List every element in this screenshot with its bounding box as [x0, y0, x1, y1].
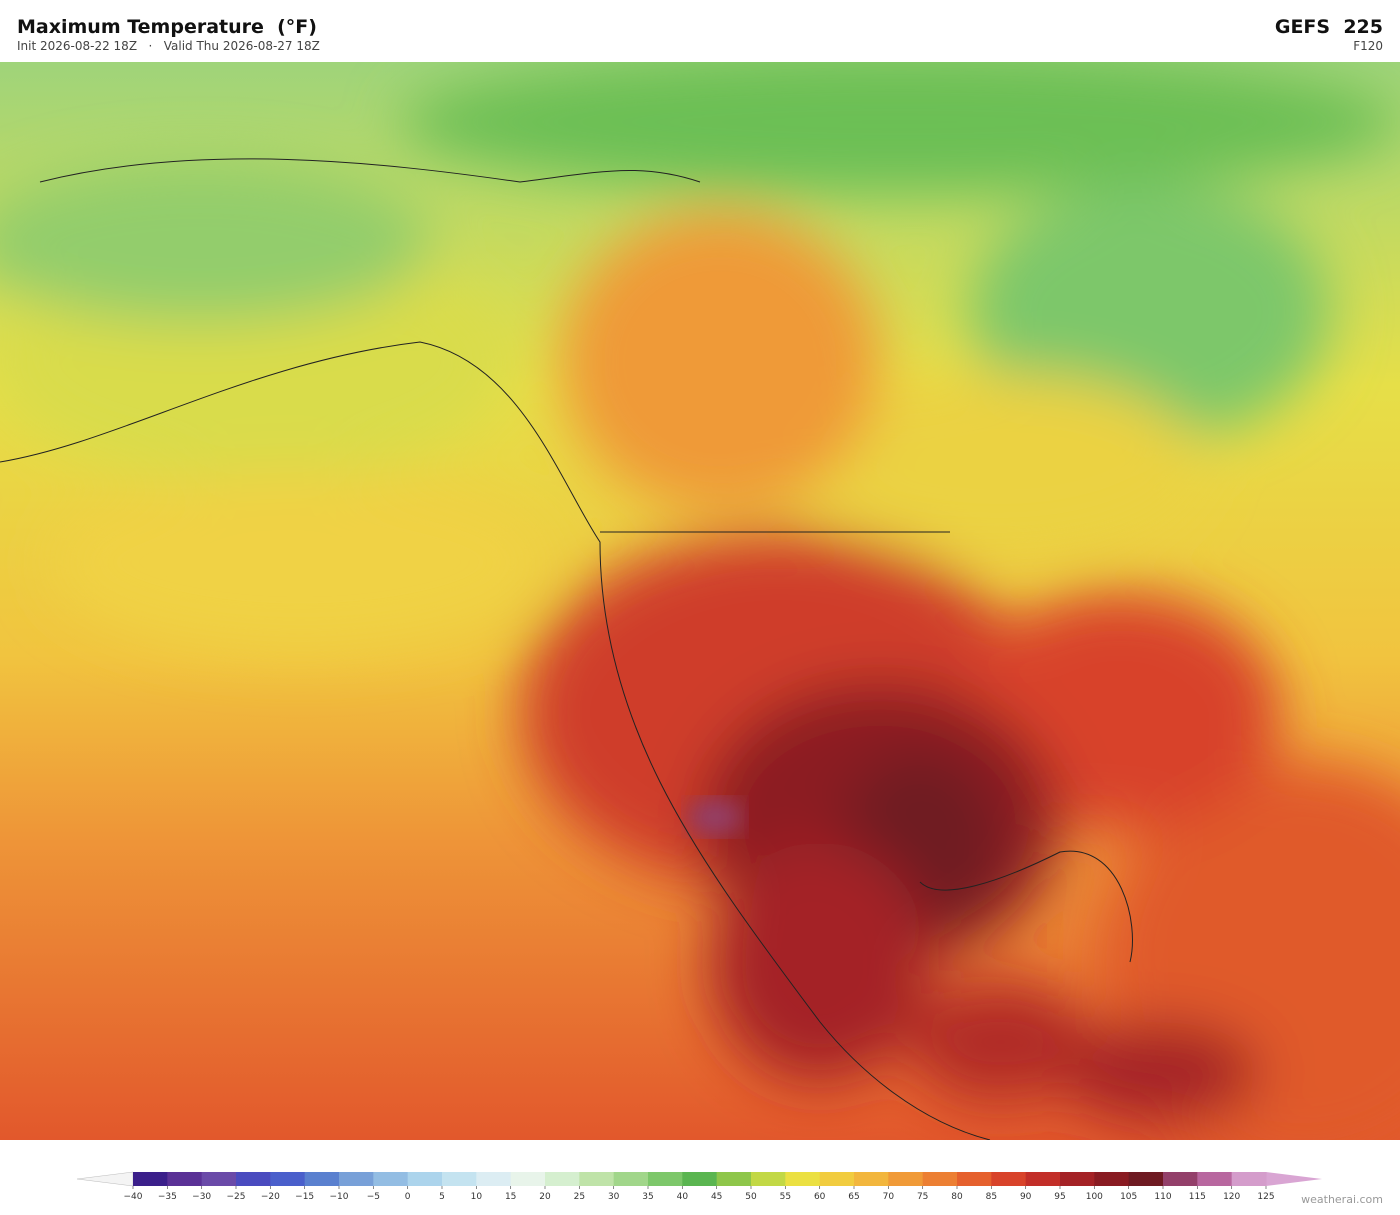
colorbar-tick-label: 35: [642, 1192, 653, 1202]
colorbar-tick-label: 120: [1223, 1192, 1240, 1202]
colorbar-tick-label: −15: [295, 1192, 314, 1202]
colorbar-segment: [1163, 1172, 1198, 1186]
colorbar-segment: [1025, 1172, 1061, 1186]
colorbar-segment: [236, 1172, 271, 1186]
colorbar-tick-label: 50: [745, 1192, 757, 1202]
map-subtitle: Init 2026-08-22 18Z · Valid Thu 2026-08-…: [17, 39, 320, 53]
temperature-field: [0, 62, 1400, 1140]
colorbar-segment: [1060, 1172, 1095, 1186]
colorbar-segment: [339, 1172, 374, 1186]
forecast-hour: F120: [1353, 39, 1383, 53]
colorbar-segment: [785, 1172, 821, 1186]
colorbar-tick-label: 75: [917, 1192, 928, 1202]
colorbar-tick-label: −25: [227, 1192, 246, 1202]
colorbar-tick-label: −5: [367, 1192, 380, 1202]
colorbar-segment: [682, 1172, 718, 1186]
colorbar-segment: [304, 1172, 340, 1186]
colorbar-segment: [1094, 1172, 1130, 1186]
colorbar-segment: [613, 1172, 649, 1186]
colorbar-segment: [819, 1172, 855, 1186]
colorbar-segment: [1197, 1172, 1233, 1186]
colorbar-segment: [407, 1172, 443, 1186]
coastline: [0, 341, 991, 1140]
colorbar-segment: [751, 1172, 786, 1186]
colorbar-segment: [373, 1172, 409, 1186]
colorbar-segment: [648, 1172, 683, 1186]
colorbar-tick-label: 40: [677, 1192, 689, 1202]
colorbar-tick-label: −35: [158, 1192, 177, 1202]
colorbar-tick-label: 20: [539, 1192, 551, 1202]
colorbar-tick-label: 5: [439, 1192, 445, 1202]
colorbar-segment: [510, 1172, 546, 1186]
colorbar-segment: [545, 1172, 580, 1186]
colorbar-tick-label: 65: [848, 1192, 859, 1202]
colorbar-tick-label: 125: [1257, 1192, 1274, 1202]
colorbar-over: [1266, 1172, 1322, 1186]
model-label: GEFS 225: [1274, 16, 1383, 38]
colorbar-segment: [716, 1172, 752, 1186]
colorbar-under: [76, 1171, 134, 1187]
colorbar-segment: [854, 1172, 889, 1186]
colorbar-tick-label: 95: [1054, 1192, 1065, 1202]
credit: weatherai.com: [1301, 1193, 1383, 1206]
colorbar-segment: [167, 1172, 203, 1186]
colorbar-segment: [922, 1172, 958, 1186]
colorbar-tick-label: 30: [608, 1192, 620, 1202]
hot-spot: [687, 799, 743, 835]
colorbar-tick-label: 60: [814, 1192, 826, 1202]
colorbar-segment: [1128, 1172, 1164, 1186]
colorbar-segment: [133, 1172, 168, 1186]
colorbar-tick-label: 115: [1189, 1192, 1206, 1202]
colorbar-segment: [579, 1172, 615, 1186]
map-title: Maximum Temperature (°F): [17, 16, 317, 38]
colorbar-tick-label: 105: [1120, 1192, 1137, 1202]
colorbar-segment: [888, 1172, 924, 1186]
colorbar-segment: [442, 1172, 477, 1186]
colorbar-tick-label: 90: [1020, 1192, 1032, 1202]
colorbar-tick-label: 45: [711, 1192, 722, 1202]
colorbar-tick-label: −10: [330, 1192, 349, 1202]
colorbar: −40 −35 −30 −25 −20 −15 −10 −5 0 5 10 15 20 25 30 35 40 4…: [76, 1171, 1322, 1202]
colorbar-tick-label: 70: [883, 1192, 895, 1202]
colorbar-tick-label: 85: [986, 1192, 997, 1202]
colorbar-tick-label: 100: [1086, 1192, 1103, 1202]
colorbar-tick-label: 25: [574, 1192, 585, 1202]
coastline: [39, 158, 1133, 963]
colorbar-tick-label: 110: [1154, 1192, 1171, 1202]
colorbar-tick-label: 10: [471, 1192, 483, 1202]
colorbar-tick-label: 55: [780, 1192, 791, 1202]
colorbar-tick-label: −40: [124, 1192, 143, 1202]
colorbar-tick-label: −20: [261, 1192, 280, 1202]
colorbar-tick-label: −30: [192, 1192, 211, 1202]
temperature-map: [0, 62, 1400, 1140]
colorbar-tick-label: 15: [505, 1192, 516, 1202]
colorbar-segment: [957, 1172, 992, 1186]
colorbar-tick-label: 80: [951, 1192, 963, 1202]
colorbar-segment: [270, 1172, 306, 1186]
colorbar-segment: [476, 1172, 512, 1186]
colorbar-segment: [201, 1172, 237, 1186]
colorbar-tick-label: 0: [405, 1192, 411, 1202]
colorbar-segment: [991, 1172, 1027, 1186]
colorbar-segment: [1231, 1172, 1267, 1186]
